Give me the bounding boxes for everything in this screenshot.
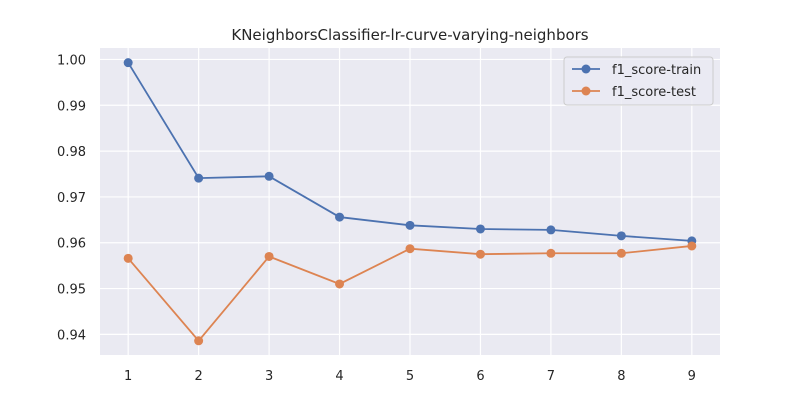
series-f1_score-train (123, 58, 697, 246)
y-tick-label: 0.98 (57, 145, 86, 160)
data-point (194, 173, 204, 183)
series-layer (123, 58, 697, 346)
x-tick-label: 5 (406, 369, 414, 384)
x-tick-label: 6 (476, 369, 484, 384)
data-point (475, 249, 485, 259)
data-point (123, 58, 133, 68)
x-tick-label: 4 (335, 369, 343, 384)
legend-item: f1_score-train (572, 63, 701, 78)
data-point (616, 231, 626, 241)
y-tick-label: 1.00 (57, 53, 86, 68)
y-axis-ticks: 0.94 0.95 0.96 0.97 0.98 0.99 1.00 (57, 53, 86, 343)
data-point (123, 253, 133, 263)
data-point (405, 220, 415, 230)
data-point (335, 212, 345, 222)
y-tick-label: 0.97 (57, 191, 86, 206)
x-tick-label: 7 (547, 369, 555, 384)
data-point (405, 244, 415, 254)
x-axis-ticks: 1 2 3 4 5 6 7 8 9 (124, 369, 696, 384)
series-f1_score-test (123, 241, 697, 346)
y-tick-label: 0.95 (57, 283, 86, 298)
data-point (475, 224, 485, 234)
x-tick-label: 1 (124, 369, 132, 384)
legend-marker (581, 86, 591, 96)
y-tick-label: 0.94 (57, 328, 86, 343)
data-point (546, 248, 556, 258)
y-tick-label: 0.96 (57, 237, 86, 252)
data-point (687, 241, 697, 251)
chart-title: KNeighborsClassifier-lr-curve-varying-ne… (231, 26, 588, 44)
data-point (335, 279, 345, 289)
data-point (264, 251, 274, 261)
legend: f1_score-train f1_score-test (563, 56, 714, 106)
data-point (546, 225, 556, 235)
x-tick-label: 8 (617, 369, 625, 384)
legend-label: f1_score-test (612, 85, 696, 100)
legend-box (563, 56, 714, 106)
data-point (194, 336, 204, 346)
legend-label: f1_score-train (612, 63, 701, 78)
data-point (264, 171, 274, 181)
x-tick-label: 3 (265, 369, 273, 384)
legend-item: f1_score-test (572, 85, 696, 100)
data-point (616, 248, 626, 258)
x-tick-label: 9 (688, 369, 696, 384)
y-tick-label: 0.99 (57, 99, 86, 114)
x-tick-label: 2 (194, 369, 202, 384)
legend-marker (581, 64, 591, 74)
